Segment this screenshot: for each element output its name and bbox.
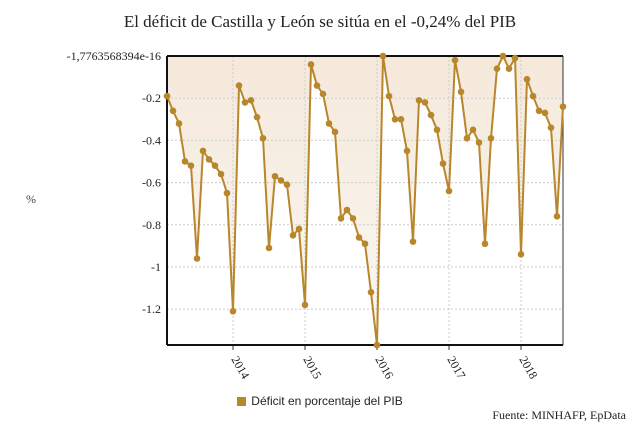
data-point — [349, 215, 357, 222]
y-tick-label: -0.8 — [142, 218, 161, 232]
data-point — [217, 170, 225, 178]
data-point — [295, 225, 303, 233]
data-point — [271, 172, 279, 180]
data-point — [205, 156, 213, 163]
data-point — [547, 124, 555, 132]
data-point — [307, 61, 315, 68]
y-axis-label: % — [26, 192, 36, 206]
data-point — [325, 120, 333, 127]
data-point — [481, 240, 489, 248]
x-tick-label: 2014 — [228, 354, 252, 382]
area-fill — [167, 56, 563, 345]
data-point — [289, 232, 297, 239]
data-point — [235, 82, 243, 89]
data-point — [193, 255, 201, 262]
data-point — [511, 54, 519, 62]
data-point — [469, 126, 477, 134]
data-point — [517, 250, 525, 258]
data-point — [175, 120, 183, 127]
data-point — [361, 240, 369, 248]
y-tick-label: -0.2 — [142, 91, 161, 105]
data-point — [505, 65, 513, 72]
data-point — [241, 99, 249, 106]
x-tick-label: 2018 — [516, 354, 540, 382]
y-tick-label: -1,7763568394e-16 — [67, 49, 161, 63]
data-point — [265, 244, 273, 252]
data-point — [223, 189, 231, 197]
y-tick-label: -0.4 — [142, 133, 161, 147]
x-tick-label: 2016 — [372, 354, 396, 382]
data-point — [301, 301, 309, 309]
data-point — [283, 181, 291, 188]
data-point — [403, 147, 411, 155]
data-point — [493, 65, 501, 72]
data-point — [253, 113, 261, 121]
data-point — [439, 160, 447, 167]
data-point — [337, 215, 345, 222]
data-point — [397, 115, 405, 123]
y-tick-label: -1.2 — [142, 302, 161, 316]
data-point — [211, 162, 219, 169]
data-point — [187, 162, 195, 169]
data-point — [343, 206, 351, 214]
chart-title: El déficit de Castilla y León se sitúa e… — [123, 12, 517, 31]
x-tick-label: 2015 — [300, 354, 324, 382]
data-point — [259, 134, 267, 142]
data-point — [535, 107, 543, 115]
y-tick-label: -1 — [151, 260, 161, 274]
legend-swatch — [237, 397, 247, 406]
data-point — [499, 52, 507, 60]
data-point — [181, 158, 189, 165]
data-point — [229, 307, 237, 315]
data-point — [553, 213, 561, 220]
data-point — [445, 187, 453, 195]
y-tick-label: -0.6 — [142, 176, 161, 190]
data-point — [169, 107, 177, 115]
data-point — [319, 90, 327, 98]
data-point — [487, 134, 495, 142]
data-point — [529, 92, 537, 100]
data-point — [199, 147, 207, 155]
data-point — [331, 128, 339, 136]
data-point — [163, 92, 171, 100]
source-note: Fuente: MINHAFP, EpData — [492, 408, 626, 422]
data-point — [313, 82, 321, 89]
data-point — [457, 88, 465, 96]
data-point — [421, 99, 429, 106]
data-point — [433, 126, 441, 134]
data-point — [379, 52, 387, 60]
data-point — [385, 92, 393, 100]
data-point — [277, 177, 285, 184]
data-point — [451, 56, 459, 64]
data-point — [247, 96, 255, 104]
data-point — [355, 234, 363, 241]
x-tick-label: 2017 — [444, 354, 468, 382]
data-point — [427, 111, 435, 119]
data-point — [559, 103, 567, 110]
legend-label: Déficit en porcentaje del PIB — [251, 394, 403, 408]
data-point — [415, 96, 423, 104]
legend[interactable]: Déficit en porcentaje del PIB — [0, 394, 640, 408]
data-point — [523, 75, 531, 83]
data-point — [391, 115, 399, 123]
data-point — [475, 139, 483, 146]
data-point — [367, 288, 375, 296]
data-point — [409, 238, 417, 245]
data-point — [541, 109, 549, 117]
data-point — [373, 341, 381, 349]
data-point — [463, 134, 471, 142]
